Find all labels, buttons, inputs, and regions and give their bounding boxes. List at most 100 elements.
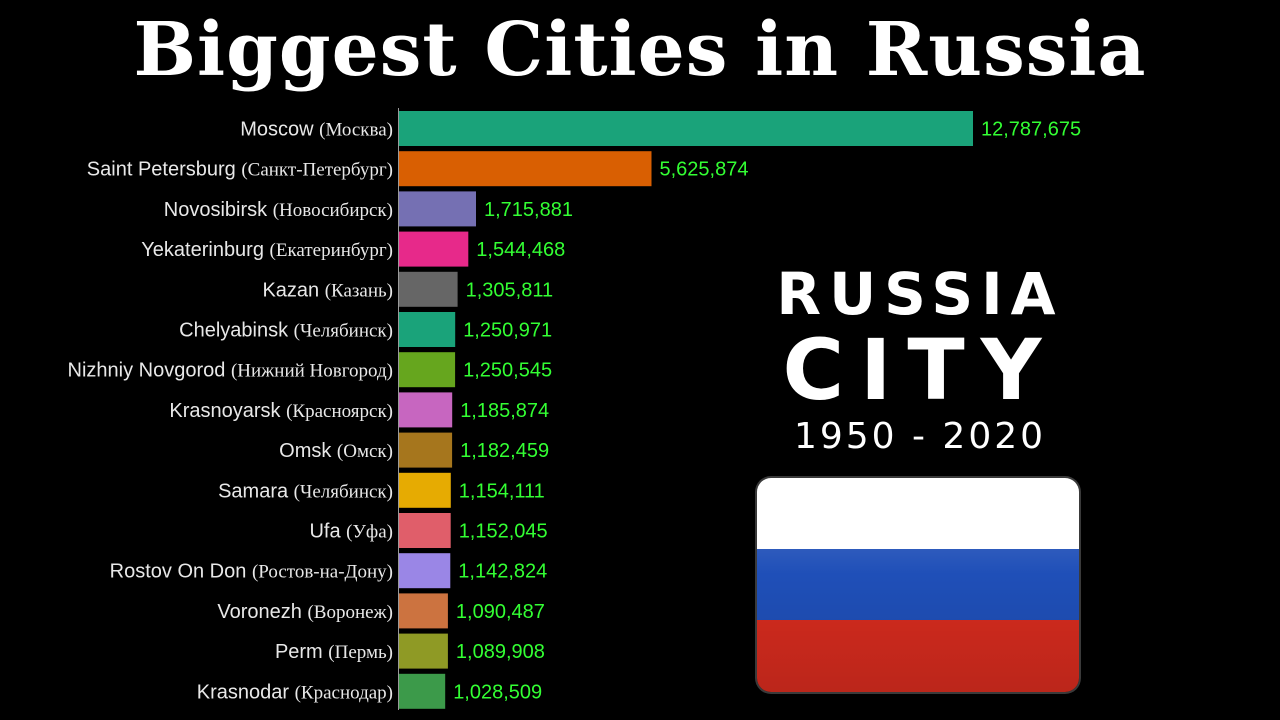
category-native-name: (Москва) (319, 120, 393, 141)
value-label: 1,715,881 (484, 199, 573, 221)
side-title-block: RUSSIA CITY 1950 - 2020 (760, 258, 1080, 458)
bar (399, 271, 458, 307)
bar (399, 352, 456, 388)
category-name: Krasnoyarsk (169, 400, 286, 422)
category-name: Nizhniy Novgorod (68, 360, 231, 382)
category-label: Ufa (Уфа) (309, 521, 393, 543)
category-label: Moscow (Москва) (240, 119, 393, 141)
value-label: 1,028,509 (453, 681, 542, 703)
category-name: Samara (218, 480, 294, 502)
side-title-country: RUSSIA (776, 260, 1064, 328)
category-label: Yekaterinburg (Екатеринбург) (141, 239, 393, 261)
bar-row: Rostov On Don (Ростов-на-Дону) 1,142,824 (110, 553, 547, 589)
category-name: Moscow (240, 119, 319, 141)
bar-row: Krasnodar (Краснодар) 1,028,509 (197, 673, 542, 709)
category-name: Rostov On Don (110, 561, 252, 583)
bar-row: Ufa (Уфа) 1,152,045 (309, 513, 548, 548)
category-label: Novosibirsk (Новосибирск) (164, 199, 393, 221)
category-native-name: (Пермь) (328, 642, 393, 663)
bar (399, 472, 451, 508)
category-native-name: (Уфа) (346, 522, 393, 543)
value-label: 1,305,811 (466, 279, 553, 301)
value-label: 1,182,459 (460, 440, 549, 462)
category-label: Voronezh (Воронеж) (217, 601, 393, 623)
value-label: 1,544,468 (476, 239, 565, 261)
bar (399, 111, 973, 146)
side-title-years: 1950 - 2020 (793, 416, 1047, 457)
category-label: Chelyabinsk (Челябинск) (179, 320, 393, 342)
category-label: Omsk (Омск) (279, 440, 393, 462)
bar (399, 151, 652, 187)
page-title: Biggest Cities in Russia (133, 7, 1147, 93)
value-label: 1,142,824 (458, 561, 547, 583)
bar-row: Yekaterinburg (Екатеринбург) 1,544,468 (141, 231, 565, 267)
category-label: Samara (Челябинск) (218, 480, 393, 502)
bar (399, 231, 469, 267)
bar-row: Saint Petersburg (Санкт-Петербург) 5,625,… (87, 151, 749, 187)
bar-row: Perm (Пермь) 1,089,908 (275, 633, 545, 669)
category-label: Krasnodar (Краснодар) (197, 681, 393, 703)
category-native-name: (Нижний Новгород) (231, 361, 393, 382)
bar (399, 392, 453, 428)
value-label: 1,250,545 (463, 360, 552, 382)
bar-row: Kazan (Казань) 1,305,811 (262, 271, 553, 307)
category-name: Chelyabinsk (179, 320, 294, 342)
category-native-name: (Екатеринбург) (270, 240, 393, 261)
category-native-name: (Омск) (337, 441, 393, 462)
bar-row: Samara (Челябинск) 1,154,111 (218, 472, 545, 508)
bar (399, 191, 476, 227)
bar-row: Chelyabinsk (Челябинск) 1,250,971 (179, 312, 552, 347)
bar (399, 312, 456, 347)
value-label: 1,090,487 (456, 601, 545, 623)
value-label: 1,089,908 (456, 641, 545, 663)
flag-stripe-white (757, 478, 1079, 550)
flag-gloss (757, 478, 1079, 692)
value-label: 12,787,675 (981, 119, 1081, 141)
category-native-name: (Санкт-Петербург) (241, 160, 393, 181)
bar (399, 513, 451, 548)
bar-row: Nizhniy Novgorod (Нижний Новгород) 1,250,… (68, 352, 552, 388)
bar (399, 633, 448, 669)
category-name: Omsk (279, 440, 337, 462)
category-label: Saint Petersburg (Санкт-Петербург) (87, 159, 393, 181)
category-native-name: (Челябинск) (294, 321, 393, 342)
category-native-name: (Ростов-на-Дону) (252, 562, 393, 583)
value-label: 5,625,874 (660, 159, 749, 181)
category-label: Kazan (Казань) (262, 279, 393, 301)
value-label: 1,185,874 (460, 400, 549, 422)
category-native-name: (Казань) (325, 280, 393, 301)
category-name: Novosibirsk (164, 199, 273, 221)
category-label: Rostov On Don (Ростов-на-Дону) (110, 561, 393, 583)
category-name: Ufa (309, 521, 346, 543)
category-native-name: (Воронеж) (307, 602, 393, 623)
bar-row: Voronezh (Воронеж) 1,090,487 (217, 593, 545, 629)
bar-row: Krasnoyarsk (Красноярск) 1,185,874 (169, 392, 549, 428)
bar-row: Omsk (Омск) 1,182,459 (279, 432, 549, 468)
value-label: 1,152,045 (459, 521, 548, 543)
category-name: Voronezh (217, 601, 307, 623)
category-name: Yekaterinburg (141, 239, 269, 261)
bar (399, 593, 448, 629)
bar-row: Moscow (Москва) 12,787,675 (240, 111, 1081, 146)
category-label: Nizhniy Novgorod (Нижний Новгород) (68, 360, 393, 382)
value-label: 1,250,971 (463, 320, 552, 342)
side-title-city: CITY (782, 321, 1058, 419)
bar (399, 432, 453, 468)
category-name: Krasnodar (197, 681, 295, 703)
flag-stripe-blue (757, 549, 1079, 621)
value-label: 1,154,111 (459, 480, 545, 502)
bar (399, 673, 446, 709)
category-native-name: (Челябинск) (294, 481, 393, 502)
flag-stripe-red (757, 620, 1079, 692)
category-native-name: (Краснодар) (295, 682, 393, 703)
bar-row: Novosibirsk (Новосибирск) 1,715,881 (164, 191, 573, 227)
category-label: Perm (Пермь) (275, 641, 393, 663)
russia-flag (757, 478, 1079, 692)
category-name: Saint Petersburg (87, 159, 242, 181)
category-label: Krasnoyarsk (Красноярск) (169, 400, 393, 422)
category-native-name: (Красноярск) (286, 401, 393, 422)
category-name: Perm (275, 641, 328, 663)
category-name: Kazan (262, 279, 324, 301)
bars-layer: Moscow (Москва) 12,787,675 Saint Petersbur… (68, 111, 1081, 709)
